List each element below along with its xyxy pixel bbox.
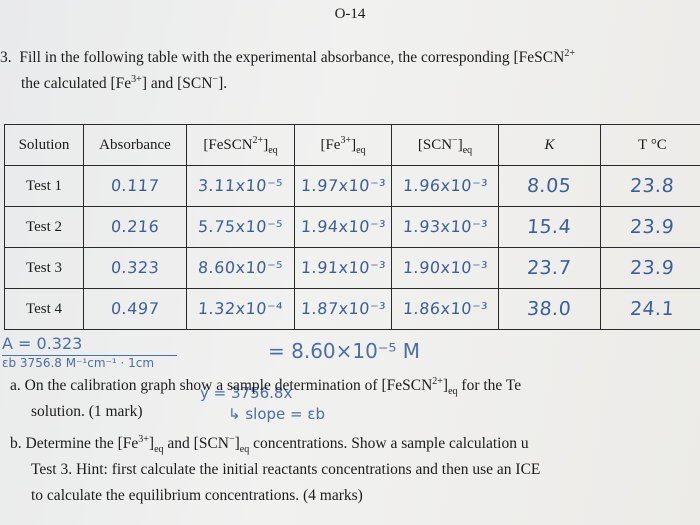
cell-scn: 1.90x10⁻³: [391, 247, 499, 289]
handwritten-fraction-top: A = 0.323: [2, 334, 83, 353]
part-b-line2: Test 3. Hint: first calculate the initia…: [31, 461, 541, 478]
handwritten-equation: y = 3756.8x: [200, 384, 293, 402]
part-b-line3: to calculate the equilibrium concentrati…: [31, 487, 363, 504]
page-number: O-14: [334, 6, 366, 22]
cell-fescn: 5.75x10⁻⁵: [186, 206, 295, 248]
question-3-text: Fill in the following table with the exp…: [19, 49, 565, 66]
cell-scn: 1.96x10⁻³: [391, 165, 499, 207]
table-row: Test 4 0.497 1.32x10⁻⁴ 1.87x10⁻³ 1.86x10…: [4, 288, 700, 330]
superscript: 3+: [131, 73, 142, 85]
cell-fescn: 1.32x10⁻⁴: [186, 288, 295, 330]
header-fe: [Fe3+]eq: [294, 124, 392, 166]
header-solution: Solution: [4, 124, 84, 166]
table-row: Test 2 0.216 5.75x10⁻⁵ 1.94x10⁻³ 1.93x10…: [4, 206, 700, 248]
cell-solution: Test 1: [4, 165, 84, 207]
cell-fe: 1.97x10⁻³: [294, 165, 392, 207]
header-absorbance: Absorbance: [83, 124, 187, 166]
cell-k: 23.7: [498, 247, 601, 289]
table-header-row: Solution Absorbance [FeSCN2+]eq [Fe3+]eq…: [4, 124, 700, 166]
cell-k: 38.0: [498, 288, 601, 330]
cell-k: 8.05: [498, 165, 601, 207]
cell-fescn: 3.11x10⁻⁵: [186, 165, 295, 207]
cell-temperature: 24.1: [600, 288, 700, 330]
cell-solution: Test 4: [4, 288, 84, 330]
cell-temperature: 23.9: [600, 247, 700, 289]
header-fescn: [FeSCN2+]eq: [186, 124, 295, 166]
cell-solution: Test 3: [4, 247, 84, 289]
cell-absorbance: 0.323: [83, 247, 187, 289]
cell-k: 15.4: [498, 206, 601, 248]
handwritten-slope: ↳ slope = εb: [228, 405, 325, 423]
fraction-bar: [2, 355, 177, 356]
table-row: Test 1 0.117 3.11x10⁻⁵ 1.97x10⁻³ 1.96x10…: [4, 165, 700, 207]
text-fragment: ] and [SCN: [141, 75, 213, 92]
header-temperature: T °C: [600, 124, 700, 166]
cell-temperature: 23.8: [600, 165, 700, 207]
cell-fe: 1.94x10⁻³: [294, 206, 392, 248]
results-table: Solution Absorbance [FeSCN2+]eq [Fe3+]eq…: [4, 124, 700, 330]
cell-absorbance: 0.497: [83, 288, 187, 330]
text-fragment: ].: [218, 75, 228, 92]
table-row: Test 3 0.323 8.60x10⁻⁵ 1.91x10⁻³ 1.90x10…: [4, 247, 700, 289]
cell-temperature: 23.9: [600, 206, 700, 248]
handwritten-fraction-bottom: εb 3756.8 M⁻¹cm⁻¹ · 1cm: [2, 356, 155, 370]
question-number: 3.: [0, 49, 12, 66]
cell-scn: 1.86x10⁻³: [391, 288, 499, 330]
cell-fescn: 8.60x10⁻⁵: [186, 247, 295, 289]
cell-fe: 1.91x10⁻³: [294, 247, 392, 289]
text-fragment: the calculated [Fe: [21, 75, 132, 92]
cell-scn: 1.93x10⁻³: [391, 206, 499, 248]
cell-absorbance: 0.117: [83, 165, 187, 207]
cell-solution: Test 2: [4, 206, 84, 248]
part-a-line2: solution. (1 mark): [31, 403, 143, 420]
part-a-line1: a. On the calibration graph show a sampl…: [10, 375, 522, 398]
header-scn: [SCN−]eq: [391, 124, 499, 166]
cell-absorbance: 0.216: [83, 206, 187, 248]
question-3-line2: the calculated [Fe3+] and [SCN−].: [21, 72, 227, 95]
handwritten-result: = 8.60×10⁻⁵ M: [268, 339, 421, 363]
question-3-line1: 3. Fill in the following table with the …: [0, 46, 575, 69]
superscript: −: [212, 73, 219, 85]
cell-fe: 1.87x10⁻³: [294, 288, 392, 330]
header-k: K: [498, 124, 601, 166]
superscript: 2+: [564, 47, 575, 59]
part-b-line1: b. Determine the [Fe3+]eq and [SCN−]eq c…: [10, 433, 529, 456]
